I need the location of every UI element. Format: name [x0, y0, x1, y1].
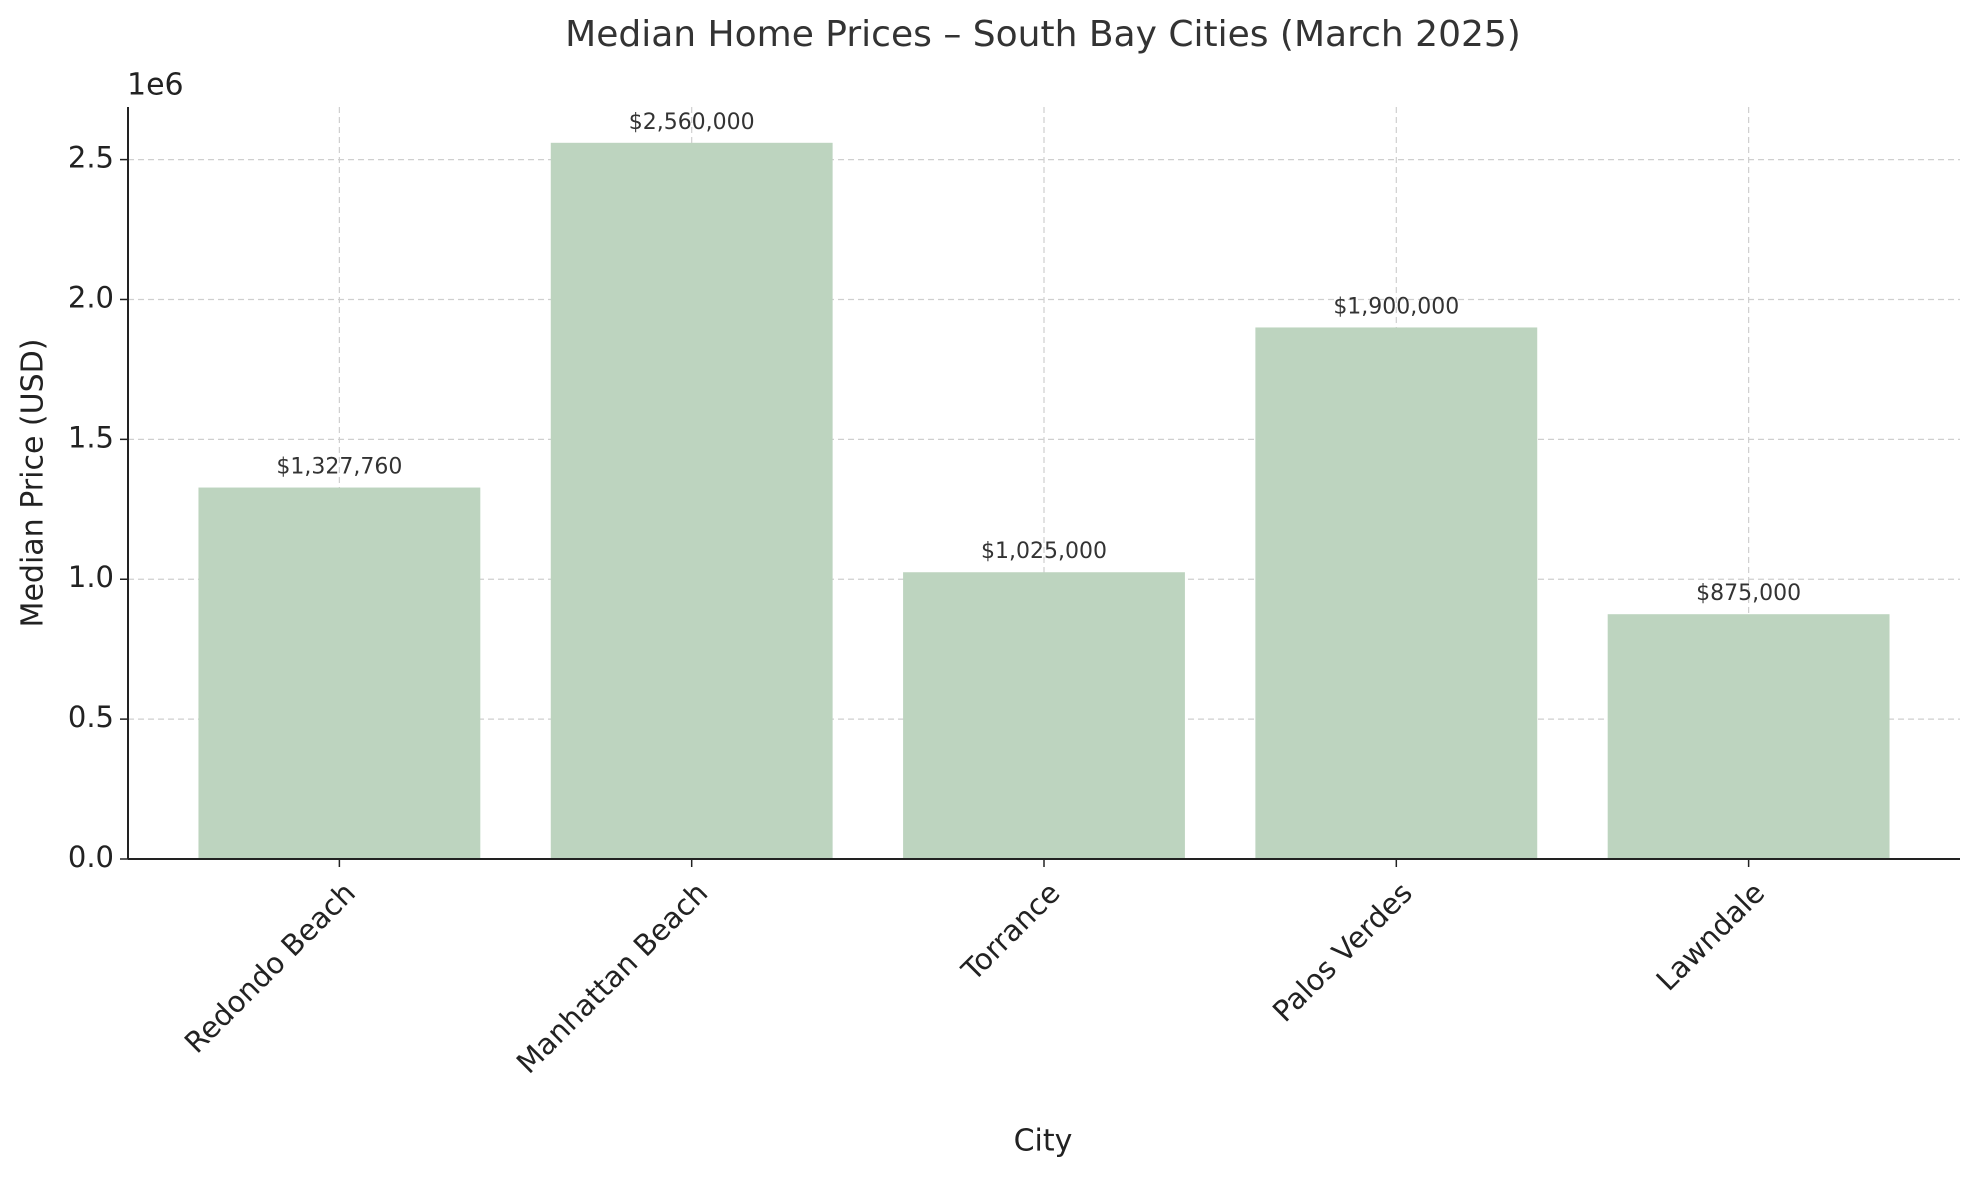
y-tick-label: 2.0 [68, 280, 114, 314]
x-tick-label: Palos Verdes [1266, 876, 1419, 1029]
bar [903, 572, 1185, 859]
x-axis-label: City [1014, 1124, 1073, 1159]
value-label: $1,327,760 [276, 455, 402, 480]
y-tick-label: 2.5 [68, 141, 114, 175]
x-tick-label: Torrance [954, 876, 1066, 988]
bar [198, 487, 481, 859]
value-label: $875,000 [1696, 581, 1801, 606]
value-label: $1,025,000 [981, 539, 1107, 564]
x-tick-label: Lawndale [1650, 876, 1772, 998]
value-label: $2,560,000 [629, 110, 755, 135]
y-tick-label: 1.0 [68, 560, 114, 594]
value-label: $1,900,000 [1333, 294, 1459, 319]
y-tick-label: 1.5 [68, 420, 114, 454]
y-offset-label: 1e6 [127, 68, 184, 103]
chart-title: Median Home Prices – South Bay Cities (M… [565, 14, 1521, 55]
bar [1255, 327, 1538, 859]
bar [1607, 614, 1890, 859]
y-axis-label: Median Price (USD) [16, 339, 51, 628]
bar [550, 142, 833, 860]
y-tick-label: 0.0 [68, 840, 114, 874]
x-tick-label: Manhattan Beach [510, 876, 715, 1081]
y-tick-label: 0.5 [68, 700, 114, 734]
x-tick-label: Redondo Beach [178, 876, 362, 1060]
